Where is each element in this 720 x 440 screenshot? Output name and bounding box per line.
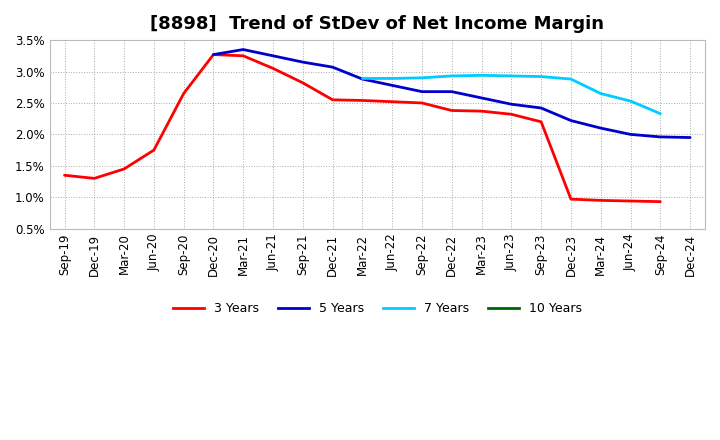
Legend: 3 Years, 5 Years, 7 Years, 10 Years: 3 Years, 5 Years, 7 Years, 10 Years <box>168 297 587 320</box>
Title: [8898]  Trend of StDev of Net Income Margin: [8898] Trend of StDev of Net Income Marg… <box>150 15 604 33</box>
